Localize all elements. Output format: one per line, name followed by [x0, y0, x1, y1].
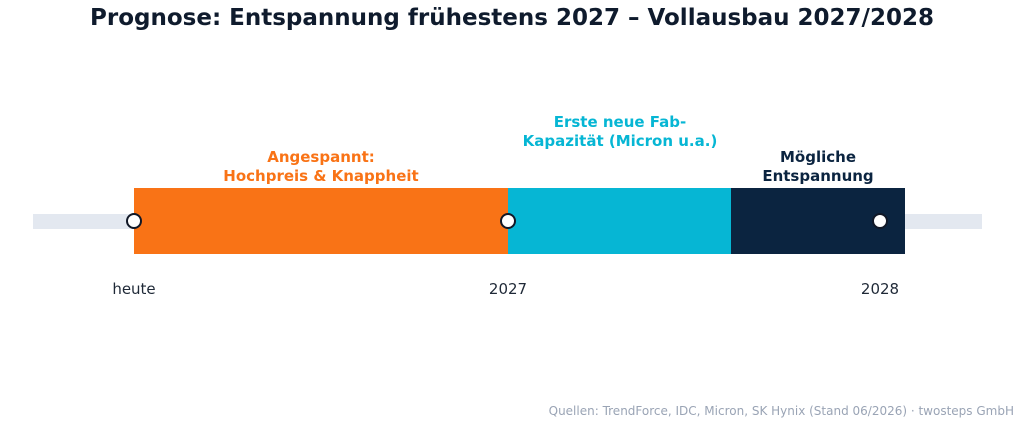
- phase-label-line: Mögliche: [780, 148, 856, 166]
- phase-label-new-fab-capacity: Erste neue Fab- Kapazität (Micron u.a.): [470, 113, 770, 151]
- phase-bar-tight-market: [134, 188, 508, 254]
- phase-label-line: Angespannt:: [267, 148, 375, 166]
- phase-label-line: Erste neue Fab-: [553, 113, 687, 131]
- tick-label-2028: 2028: [860, 280, 900, 298]
- tick-label-today: heute: [112, 280, 156, 298]
- phase-label-tight-market: Angespannt: Hochpreis & Knappheit: [171, 148, 471, 186]
- timeline-marker-2028: [872, 213, 888, 229]
- source-note: Quellen: TrendForce, IDC, Micron, SK Hyn…: [548, 404, 1014, 418]
- phase-bar-new-fab-capacity: [508, 188, 731, 254]
- diagram-title: Prognose: Entspannung frühestens 2027 – …: [90, 5, 934, 31]
- timeline-marker-2027: [500, 213, 516, 229]
- timeline-marker-today: [126, 213, 142, 229]
- phase-label-line: Kapazität (Micron u.a.): [522, 132, 718, 150]
- phase-label-line: Entspannung: [762, 167, 874, 185]
- phase-label-relief: Mögliche Entspannung: [718, 148, 918, 186]
- tick-label-2027: 2027: [488, 280, 528, 298]
- phase-label-line: Hochpreis & Knappheit: [223, 167, 419, 185]
